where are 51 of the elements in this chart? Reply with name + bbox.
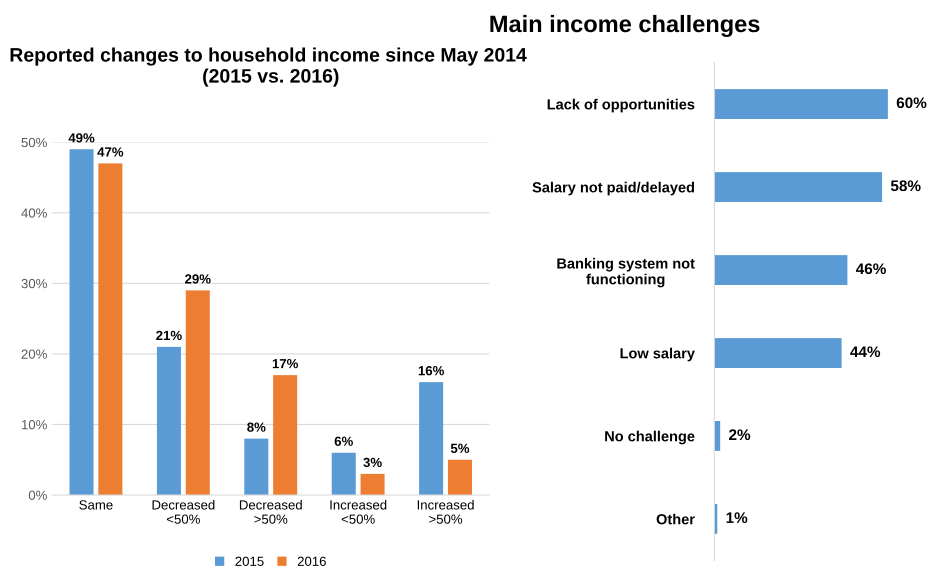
data-label: 49% bbox=[68, 133, 94, 143]
legend-label: 2016 bbox=[298, 556, 326, 566]
bar bbox=[714, 172, 882, 202]
y-tick-label: Banking system not functioning bbox=[557, 258, 695, 288]
bar bbox=[332, 452, 356, 496]
y-tick-label: 10% bbox=[22, 420, 47, 430]
data-label: 29% bbox=[185, 274, 211, 284]
bar bbox=[360, 474, 385, 496]
y-tick-label: 20% bbox=[22, 349, 47, 359]
bar bbox=[714, 338, 842, 368]
x-tick-label: Decreased >50% bbox=[240, 500, 302, 524]
data-label: 5% bbox=[450, 444, 470, 453]
x-tick-label: Same bbox=[79, 500, 113, 510]
y-tick-label: 0% bbox=[28, 490, 47, 500]
data-label: 3% bbox=[363, 458, 382, 468]
data-label: 44% bbox=[850, 346, 880, 358]
data-label: 17% bbox=[272, 359, 298, 368]
y-tick-label: 50% bbox=[22, 138, 47, 148]
data-label: 6% bbox=[334, 436, 353, 446]
x-tick-label: Decreased <50% bbox=[152, 500, 214, 524]
data-label: 16% bbox=[418, 366, 444, 376]
bar bbox=[98, 163, 122, 496]
data-label: 8% bbox=[247, 422, 266, 432]
x-tick-label: Increased <50% bbox=[330, 500, 386, 524]
data-label: 21% bbox=[156, 330, 182, 340]
bar bbox=[156, 346, 181, 496]
chart-title: Main income challenges bbox=[490, 14, 760, 38]
data-label: 2% bbox=[729, 429, 750, 440]
data-label: 47% bbox=[97, 147, 124, 157]
y-tick-label: Lack of opportunities bbox=[548, 98, 694, 112]
bar bbox=[273, 375, 298, 496]
bar bbox=[714, 255, 848, 285]
y-tick-label: 30% bbox=[21, 278, 47, 288]
y-tick-label: Low salary bbox=[620, 348, 695, 362]
bar bbox=[714, 89, 888, 120]
y-tick-label: No challenge bbox=[605, 430, 694, 444]
data-label: 58% bbox=[890, 180, 921, 192]
bar bbox=[419, 382, 444, 496]
bar bbox=[186, 290, 210, 496]
chart-title: Reported changes to household income since May 2014 (2015 vs. 2016) bbox=[10, 47, 527, 87]
data-label: 1% bbox=[726, 512, 748, 524]
data-label: 60% bbox=[896, 97, 926, 108]
bar bbox=[70, 149, 94, 496]
bar bbox=[244, 438, 268, 496]
data-label: 46% bbox=[856, 263, 886, 274]
y-tick-label: Other bbox=[656, 514, 695, 524]
y-tick-label: Salary not paid/delayed bbox=[532, 182, 694, 196]
bar bbox=[448, 460, 472, 496]
x-tick-label: Increased >50% bbox=[418, 500, 474, 524]
y-tick-label: 40% bbox=[21, 208, 47, 218]
legend-label: 2015 bbox=[235, 556, 264, 566]
